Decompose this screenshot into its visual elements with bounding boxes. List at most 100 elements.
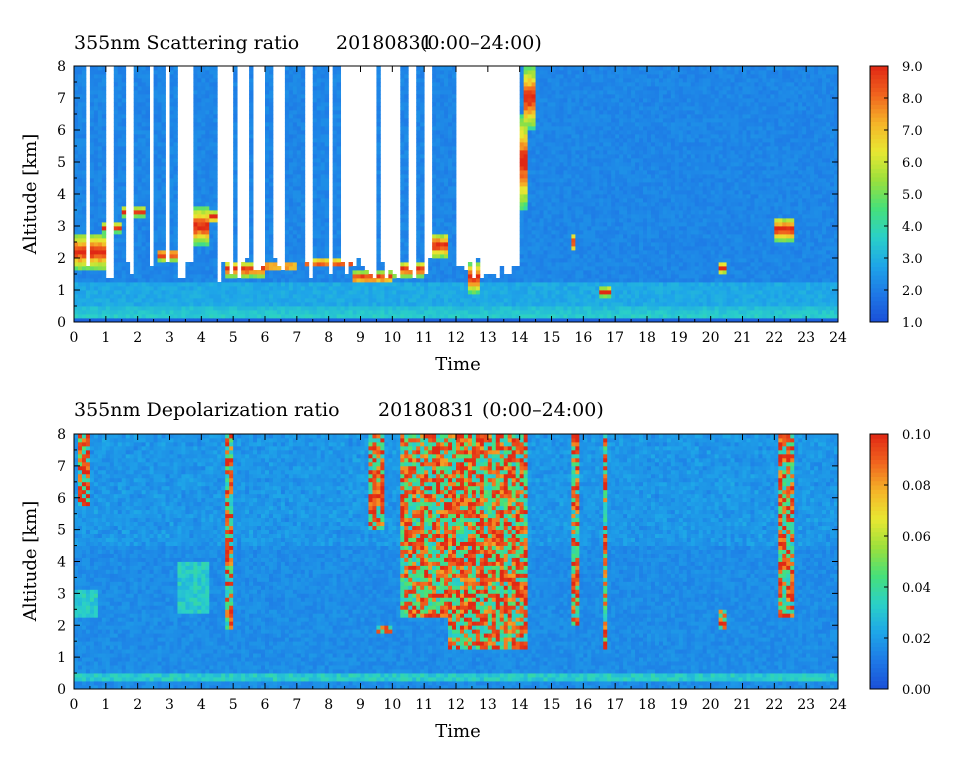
heatmap-cell [110, 298, 114, 302]
heatmap-cell [416, 190, 420, 194]
heatmap-cell [353, 290, 357, 294]
heatmap-cell [233, 306, 237, 310]
heatmap-cell [82, 110, 86, 114]
heatmap-cell [528, 222, 532, 226]
heatmap-cell [189, 270, 193, 274]
heatmap-cell [376, 170, 380, 174]
heatmap-cell [209, 86, 213, 90]
heatmap-cell [404, 226, 408, 230]
heatmap-cell [448, 86, 452, 90]
heatmap-cell [317, 134, 321, 138]
heatmap-cell [90, 174, 94, 178]
heatmap-cell [158, 74, 162, 78]
heatmap-cell [102, 246, 106, 250]
heatmap-cell [555, 270, 559, 274]
heatmap-cell [440, 142, 444, 146]
heatmap-cell [325, 82, 329, 86]
heatmap-cell [540, 102, 544, 106]
heatmap-cell [524, 314, 528, 318]
heatmap-cell [78, 242, 82, 246]
heatmap-cell [528, 242, 532, 246]
heatmap-cell [289, 146, 293, 150]
heatmap-cell [170, 150, 174, 154]
heatmap-cell [205, 250, 209, 254]
heatmap-cell [142, 298, 146, 302]
heatmap-cell [496, 314, 500, 318]
heatmap-cell [162, 142, 166, 146]
heatmap-cell [440, 302, 444, 306]
heatmap-cell [313, 242, 317, 246]
heatmap-cell [201, 82, 205, 86]
heatmap-cell [468, 282, 472, 286]
heatmap-cell [201, 306, 205, 310]
heatmap-cell [146, 174, 150, 178]
heatmap-cell [213, 258, 217, 262]
heatmap-cell [372, 294, 376, 298]
heatmap-cell [540, 314, 544, 318]
heatmap-cell [440, 86, 444, 90]
heatmap-cell [213, 78, 217, 82]
heatmap-cell [333, 142, 337, 146]
heatmap-cell [94, 110, 98, 114]
heatmap-cell [122, 150, 126, 154]
heatmap-cell [98, 278, 102, 282]
heatmap-cell [317, 202, 321, 206]
heatmap-cell [524, 158, 528, 162]
heatmap-cell [452, 246, 456, 250]
heatmap-cell [142, 242, 146, 246]
heatmap-cell [213, 182, 217, 186]
heatmap-cell [552, 262, 556, 266]
heatmap-cell [408, 282, 412, 286]
heatmap-cell [94, 134, 98, 138]
heatmap-cell [432, 130, 436, 134]
heatmap-cell [361, 310, 365, 314]
heatmap-cell [412, 302, 416, 306]
heatmap-cell [552, 250, 556, 254]
heatmap-cell [122, 290, 126, 294]
heatmap-cell [516, 290, 520, 294]
heatmap-cell [86, 298, 90, 302]
heatmap-cell [528, 178, 532, 182]
heatmap-cell [408, 306, 412, 310]
heatmap-cell [480, 282, 484, 286]
heatmap-cell [181, 290, 185, 294]
heatmap-cell [249, 66, 253, 70]
heatmap-cell [289, 290, 293, 294]
heatmap-cell [444, 182, 448, 186]
heatmap-cell [404, 150, 408, 154]
heatmap-cell [122, 98, 126, 102]
heatmap-cell [488, 314, 492, 318]
heatmap-cell [177, 302, 181, 306]
heatmap-cell [134, 90, 138, 94]
heatmap-cell [197, 186, 201, 190]
heatmap-cell [388, 294, 392, 298]
heatmap-cell [540, 298, 544, 302]
heatmap-cell [476, 258, 480, 262]
heatmap-cell [448, 162, 452, 166]
heatmap-cell [532, 262, 536, 266]
heatmap-cell [528, 282, 532, 286]
heatmap-cell [146, 138, 150, 142]
heatmap-cell [372, 298, 376, 302]
heatmap-cell [197, 226, 201, 230]
heatmap-cell [233, 86, 237, 90]
heatmap-cell [448, 142, 452, 146]
heatmap-cell [333, 234, 337, 238]
heatmap-cell [575, 218, 579, 222]
heatmap-cell [357, 262, 361, 266]
heatmap-cell [317, 90, 321, 94]
heatmap-cell [313, 262, 317, 266]
heatmap-cell [221, 314, 225, 318]
heatmap-cell [552, 198, 556, 202]
heatmap-cell [444, 246, 448, 250]
heatmap-cell [146, 114, 150, 118]
heatmap-cell [297, 82, 301, 86]
heatmap-cell [544, 230, 548, 234]
heatmap-cell [221, 262, 225, 266]
heatmap-cell [552, 210, 556, 214]
heatmap-cell [146, 118, 150, 122]
heatmap-cell [472, 294, 476, 298]
heatmap-cell [416, 150, 420, 154]
heatmap-cell [126, 282, 130, 286]
heatmap-cell [333, 138, 337, 142]
